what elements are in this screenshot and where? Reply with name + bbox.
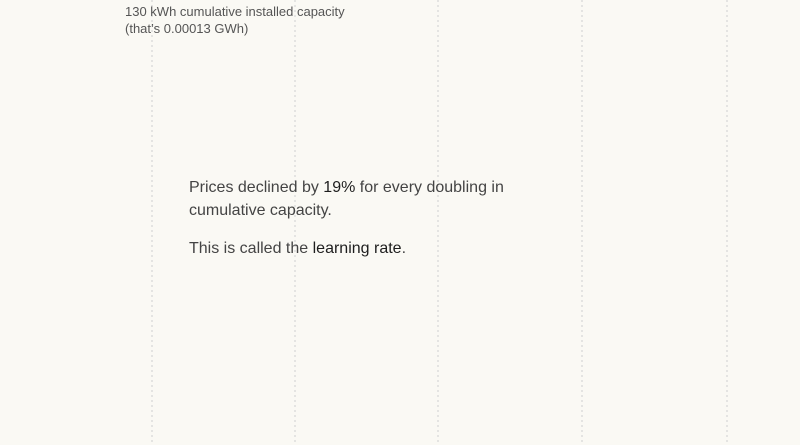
annotation-middle: for every doubling in cumulative capacit… xyxy=(189,179,504,219)
note-line-1: 130 kWh cumulative installed capacity xyxy=(125,4,345,19)
learning-rate-annotation: Prices declined by 19% for every doublin… xyxy=(189,176,529,260)
grid-lines xyxy=(151,0,728,445)
starting-capacity-note: 130 kWh cumulative installed capacity (t… xyxy=(125,3,345,37)
note-line-2: (that’s 0.00013 GWh) xyxy=(125,21,249,36)
annotation-prefix: Prices declined by xyxy=(189,179,324,196)
annotation-rate: 19% xyxy=(323,179,356,196)
annotation-lead: This is called the xyxy=(189,240,313,257)
annotation-term: learning rate xyxy=(312,240,402,257)
annotation-second-paragraph: This is called the learning rate. xyxy=(189,237,529,260)
annotation-end: . xyxy=(401,240,407,257)
